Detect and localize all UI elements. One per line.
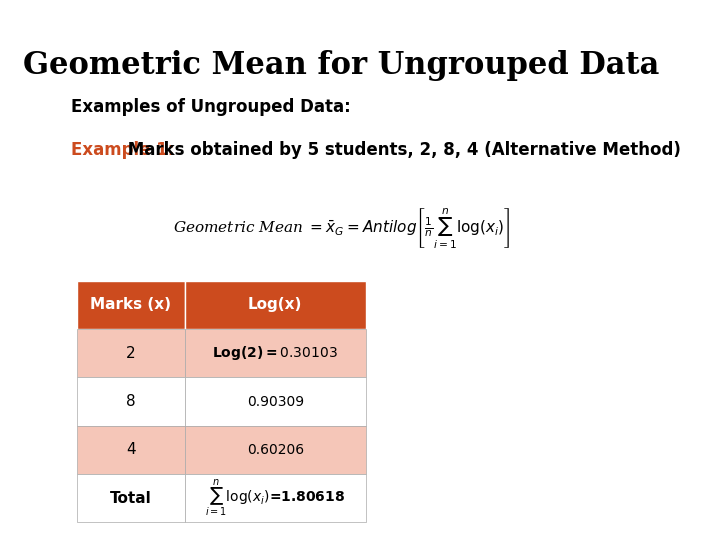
FancyBboxPatch shape: [185, 329, 366, 377]
Text: Geometric Mean $= \bar{x}_G = Antilog\left[\frac{1}{n}\sum_{i=1}^{n}\log(x_i)\ri: Geometric Mean $= \bar{x}_G = Antilog\le…: [173, 206, 510, 249]
Text: $\sum_{i=1}^{n}\log(x_i)$=1.80618: $\sum_{i=1}^{n}\log(x_i)$=1.80618: [205, 478, 345, 519]
Text: Log(x): Log(x): [248, 298, 302, 313]
Text: Total: Total: [110, 491, 152, 506]
Text: 0.60206: 0.60206: [247, 443, 304, 457]
Text: 4: 4: [126, 442, 135, 457]
FancyBboxPatch shape: [185, 474, 366, 523]
FancyBboxPatch shape: [77, 377, 185, 426]
Text: Example 1:: Example 1:: [71, 141, 174, 159]
Text: Examples of Ungrouped Data:: Examples of Ungrouped Data:: [71, 98, 351, 116]
Text: 0.90309: 0.90309: [247, 395, 304, 409]
Text: 2: 2: [126, 346, 135, 361]
FancyBboxPatch shape: [77, 474, 185, 523]
FancyBboxPatch shape: [77, 329, 185, 377]
Text: 8: 8: [126, 394, 135, 409]
Text: Marks obtained by 5 students, 2, 8, 4 (Alternative Method): Marks obtained by 5 students, 2, 8, 4 (A…: [122, 141, 680, 159]
FancyBboxPatch shape: [185, 281, 366, 329]
FancyBboxPatch shape: [77, 281, 185, 329]
FancyBboxPatch shape: [185, 426, 366, 474]
FancyBboxPatch shape: [77, 426, 185, 474]
Text: Geometric Mean for Ungrouped Data: Geometric Mean for Ungrouped Data: [23, 50, 660, 81]
FancyBboxPatch shape: [185, 377, 366, 426]
Text: $\bf{Log(2)=}$0.30103: $\bf{Log(2)=}$0.30103: [212, 345, 338, 362]
Text: Marks (x): Marks (x): [90, 298, 171, 313]
